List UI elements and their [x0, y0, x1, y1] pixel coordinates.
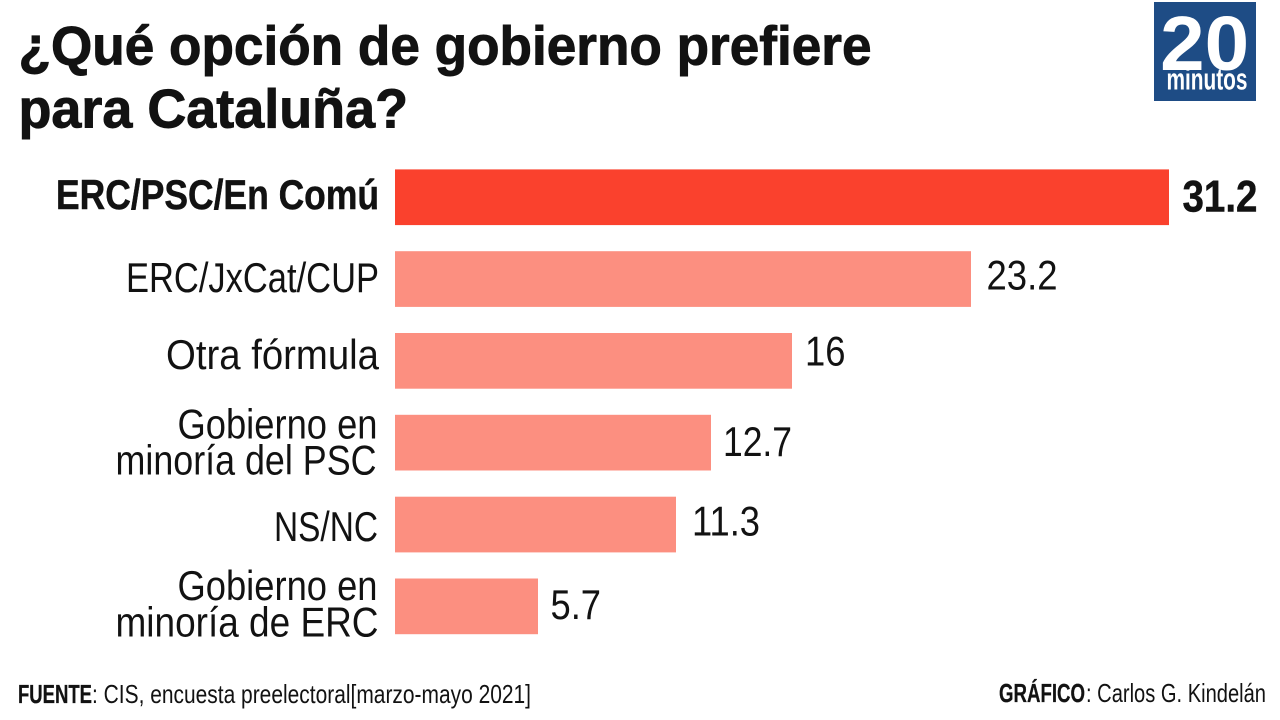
svg-text:minoría del PSC: minoría del PSC	[116, 437, 377, 484]
svg-text:Otra fórmula: Otra fórmula	[166, 331, 380, 378]
svg-text:NS/NC: NS/NC	[274, 503, 378, 550]
svg-text:Gobierno en: Gobierno en	[178, 562, 378, 609]
svg-text:GRÁFICO: GRÁFICO	[999, 678, 1085, 708]
svg-text:ERC/JxCat/CUP: ERC/JxCat/CUP	[126, 254, 379, 301]
svg-text:ERC/PSC/En Comú: ERC/PSC/En Comú	[56, 171, 379, 218]
svg-text:23.2: 23.2	[987, 252, 1058, 299]
svg-text:20: 20	[1160, 1, 1249, 87]
svg-text:12.7: 12.7	[723, 418, 792, 465]
svg-text:FUENTE: FUENTE	[18, 679, 92, 709]
svg-text:: CIS, encuesta preelectoral[m: : CIS, encuesta preelectoral[marzo-mayo …	[92, 679, 531, 709]
svg-text:31.2: 31.2	[1183, 173, 1258, 222]
svg-text:minoría de ERC: minoría de ERC	[116, 599, 379, 646]
svg-text:: Carlos G. Kindelán: : Carlos G. Kindelán	[1086, 678, 1266, 708]
svg-text:5.7: 5.7	[551, 581, 602, 628]
svg-text:¿Qué opción de gobierno prefie: ¿Qué opción de gobierno prefiere	[19, 15, 872, 77]
svg-text:16: 16	[805, 328, 846, 375]
svg-text:11.3: 11.3	[692, 498, 760, 545]
svg-text:Gobierno en: Gobierno en	[178, 401, 378, 448]
svg-text:minutos: minutos	[1167, 62, 1248, 97]
svg-text:para Cataluña?: para Cataluña?	[19, 78, 409, 140]
